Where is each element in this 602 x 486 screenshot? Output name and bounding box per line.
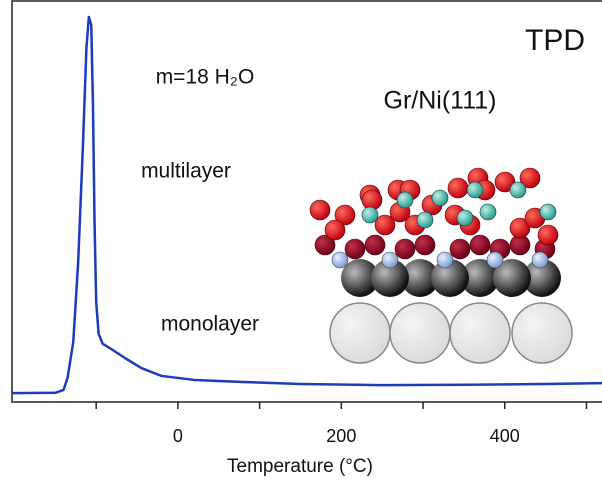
annotation: multilayer	[141, 160, 231, 183]
x-tick-label: 400	[490, 426, 520, 446]
h-atom	[431, 189, 449, 207]
o-atom	[519, 167, 541, 189]
h-atom	[396, 191, 414, 209]
h-atom	[381, 251, 399, 269]
o-atom	[447, 177, 469, 199]
o-atom	[314, 234, 336, 256]
h-atom	[456, 209, 474, 227]
o-atom	[394, 238, 416, 260]
o-atom	[364, 234, 386, 256]
ni-atom	[449, 302, 511, 364]
h-atom	[331, 251, 349, 269]
c-atom	[523, 259, 561, 297]
c-atom	[401, 259, 439, 297]
o-atom	[344, 238, 366, 260]
c-atom	[493, 259, 531, 297]
o-atom	[537, 224, 559, 246]
o-atom	[449, 238, 471, 260]
c-atom	[341, 259, 379, 297]
c-atom	[431, 259, 469, 297]
h-atom	[466, 181, 484, 199]
o-atom	[494, 171, 516, 193]
annotation: monolayer	[161, 313, 259, 336]
h-atom	[361, 206, 379, 224]
h-atom	[416, 211, 434, 229]
h-atom	[479, 203, 497, 221]
c-atom	[461, 259, 499, 297]
ni-atom	[511, 302, 573, 364]
o-atom	[374, 214, 396, 236]
ni-atom	[389, 302, 451, 364]
annotation: m=18 H₂O	[156, 66, 255, 89]
o-atom	[334, 204, 356, 226]
annotation: TPD	[525, 24, 585, 57]
ni-atom	[329, 302, 391, 364]
illustration	[309, 167, 573, 364]
c-atom	[371, 259, 409, 297]
x-tick-label: 200	[326, 426, 356, 446]
o-atom	[324, 219, 346, 241]
plot-frame	[11, 0, 602, 403]
x-axis-label: Temperature (°C)	[227, 456, 373, 477]
h-atom	[509, 181, 527, 199]
annotation: Gr/Ni(111)	[384, 87, 497, 115]
o-atom	[309, 199, 331, 221]
x-tick-label: 0	[173, 426, 183, 446]
o-atom	[414, 234, 436, 256]
h-atom	[531, 251, 549, 269]
o-atom	[509, 217, 531, 239]
data-line	[11, 15, 602, 395]
o-atom	[469, 234, 491, 256]
h-atom	[436, 251, 454, 269]
h-atom	[486, 251, 504, 269]
h-atom	[539, 203, 557, 221]
